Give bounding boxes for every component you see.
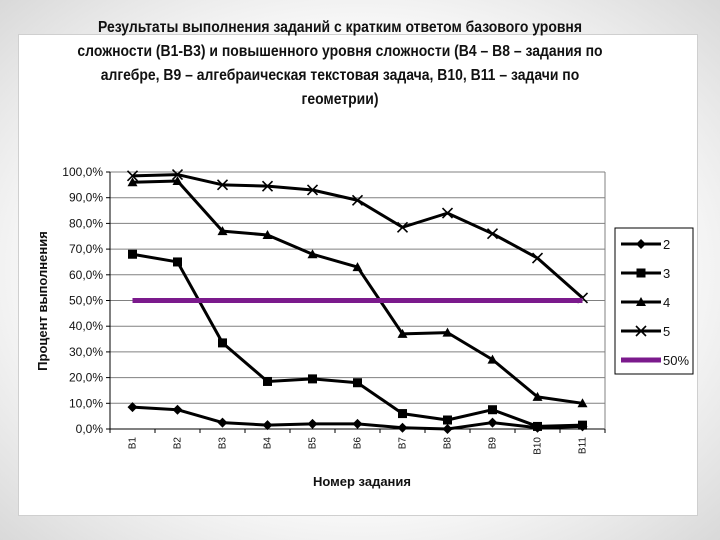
x-tick-label: В9 xyxy=(488,437,499,450)
data-point-square xyxy=(636,268,646,278)
data-point-x xyxy=(635,325,647,337)
data-point-diamond xyxy=(262,420,273,431)
data-point-x xyxy=(396,221,409,233)
data-point-diamond xyxy=(442,424,453,434)
data-point-square xyxy=(488,405,497,415)
data-point-triangle xyxy=(487,354,498,364)
data-point-triangle xyxy=(397,328,408,338)
data-point-x xyxy=(441,207,454,219)
x-tick-label: В1 xyxy=(128,437,139,450)
data-point-square xyxy=(533,421,542,431)
data-point-diamond xyxy=(127,402,138,413)
y-axis-title: Процент выполнения xyxy=(35,231,50,371)
y-tick-label: 0,0% xyxy=(76,422,104,436)
data-point-triangle xyxy=(172,175,183,185)
data-point-triangle xyxy=(352,262,363,272)
x-tick-label: В7 xyxy=(398,437,409,450)
data-point-x xyxy=(306,184,319,196)
data-point-diamond xyxy=(307,418,318,429)
x-tick-labels: В1 В2 В3 В4 В5 В6 В7 В8 В9 В10 В11 xyxy=(128,437,589,455)
legend-label: 2 xyxy=(663,237,670,252)
y-tick-label: 60,0% xyxy=(69,268,103,282)
legend-label: 5 xyxy=(663,324,670,339)
data-point-triangle xyxy=(217,226,228,236)
y-tick-label: 10,0% xyxy=(69,396,103,410)
data-point-square xyxy=(128,249,137,259)
data-point-square xyxy=(263,376,272,386)
data-point-diamond xyxy=(397,422,408,433)
y-tick-label: 100,0% xyxy=(62,165,103,179)
y-tick-label: 20,0% xyxy=(69,371,103,385)
legend: 2 3 4 5 50% xyxy=(614,227,694,375)
data-point-triangle xyxy=(532,391,543,401)
x-tick-label: В11 xyxy=(578,437,589,454)
data-point-square xyxy=(443,415,452,425)
y-tick-label: 40,0% xyxy=(69,319,103,333)
data-point-x xyxy=(351,194,364,206)
x-tick-label: В10 xyxy=(533,437,544,455)
data-point-triangle xyxy=(442,327,453,337)
data-point-square xyxy=(398,409,407,419)
legend-label: 4 xyxy=(663,295,670,310)
chart-title: Результаты выполнения заданий с кратким … xyxy=(77,19,603,108)
data-point-triangle xyxy=(636,297,646,306)
y-tick-labels: 0,0% 10,0% 20,0% 30,0% 40,0% 50,0% 60,0% 70,0% 8… xyxy=(62,165,103,436)
x-axis-title: Номер задания xyxy=(313,474,411,489)
data-point-x xyxy=(126,170,139,182)
x-tick-label: В3 xyxy=(218,437,229,450)
data-point-x xyxy=(486,228,499,240)
data-point-square xyxy=(353,378,362,388)
legend-label: 50% xyxy=(663,353,689,368)
y-tick-label: 80,0% xyxy=(69,216,103,230)
data-point-x xyxy=(171,169,184,181)
data-point-diamond xyxy=(636,239,646,249)
plot-area xyxy=(126,169,589,434)
data-point-triangle xyxy=(577,398,588,408)
data-point-triangle xyxy=(262,229,273,239)
x-tick-label: В6 xyxy=(353,437,364,450)
data-point-diamond xyxy=(217,417,228,428)
x-tick-label: В4 xyxy=(263,437,274,450)
x-tick-label: В5 xyxy=(308,437,319,450)
data-point-x xyxy=(216,179,229,191)
data-point-diamond xyxy=(487,417,498,428)
legend-label: 3 xyxy=(663,266,670,281)
y-tick-label: 30,0% xyxy=(69,345,103,359)
data-point-square xyxy=(173,257,182,267)
data-point-triangle xyxy=(127,177,138,187)
data-point-square xyxy=(578,420,587,430)
y-tick-label: 90,0% xyxy=(69,191,103,205)
data-point-x xyxy=(261,180,274,192)
data-point-square xyxy=(308,374,317,384)
data-point-triangle xyxy=(307,249,318,259)
data-point-diamond xyxy=(352,418,363,429)
y-tick-label: 70,0% xyxy=(69,242,103,256)
x-tick-label: В8 xyxy=(443,437,454,450)
data-point-diamond xyxy=(172,404,183,415)
x-tick-label: В2 xyxy=(173,437,184,450)
data-point-square xyxy=(218,338,227,348)
data-point-x xyxy=(531,252,544,264)
y-tick-label: 50,0% xyxy=(69,294,103,308)
